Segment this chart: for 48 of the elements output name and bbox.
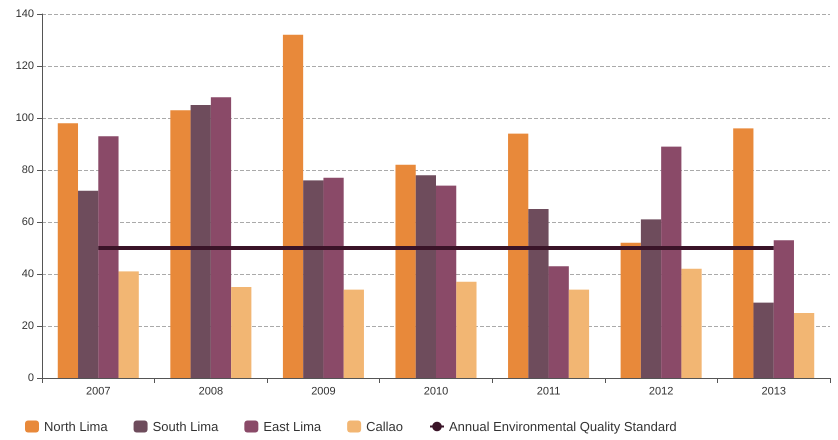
bar — [303, 180, 324, 378]
bar — [395, 164, 416, 378]
bar — [170, 110, 191, 378]
x-tick-label: 2012 — [648, 386, 674, 398]
bar — [210, 97, 232, 378]
bar — [508, 134, 528, 378]
y-tick-label: 100 — [16, 112, 34, 124]
bar — [58, 123, 78, 378]
x-tick-label: 2010 — [424, 386, 448, 398]
bar — [640, 219, 662, 378]
bar — [681, 268, 702, 378]
y-tick-label: 60 — [22, 216, 34, 228]
y-tick-label: 20 — [22, 320, 34, 332]
bar — [231, 287, 252, 378]
bar — [456, 282, 477, 378]
x-tick-label: 2011 — [536, 386, 560, 398]
bar — [282, 34, 304, 378]
bar — [344, 290, 364, 378]
bar — [528, 209, 549, 378]
bar — [733, 128, 754, 378]
legend-label: North Lima — [44, 419, 108, 434]
y-tick-label: 80 — [22, 164, 34, 176]
bar — [98, 136, 119, 378]
bar — [568, 290, 590, 378]
bar — [661, 146, 682, 378]
bar — [794, 313, 814, 378]
legend-label: South Lima — [152, 419, 220, 434]
legend-label: Annual Environmental Quality Standard — [448, 419, 677, 434]
bar — [323, 178, 344, 378]
y-tick-label: 40 — [22, 268, 34, 280]
bar — [753, 302, 774, 378]
x-tick-label: 2007 — [86, 386, 111, 398]
bar — [620, 242, 641, 378]
x-tick-label: 2008 — [198, 386, 224, 398]
bar — [548, 266, 569, 378]
legend-label: East Lima — [263, 419, 322, 434]
bar — [190, 105, 211, 378]
bar — [118, 271, 139, 378]
y-tick-label: 120 — [16, 60, 34, 72]
bar — [78, 190, 98, 378]
x-tick-label: 2009 — [311, 386, 336, 398]
x-tick-label: 2013 — [761, 386, 786, 398]
bar — [416, 175, 436, 378]
y-tick-label: 140 — [16, 8, 34, 20]
bar — [436, 186, 456, 378]
legend-label: Callao — [366, 419, 403, 434]
bar — [774, 240, 794, 378]
y-tick-label: 0 — [28, 372, 34, 384]
